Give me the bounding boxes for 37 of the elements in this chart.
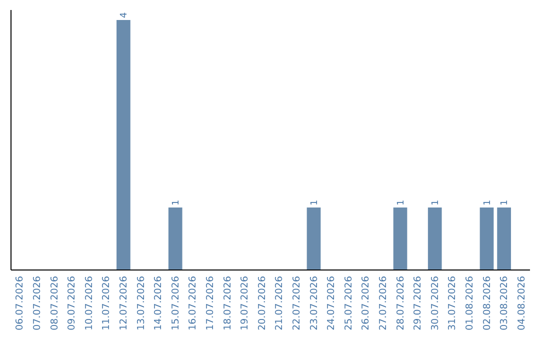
x-tick-label: 17.07.2026 — [204, 276, 216, 330]
x-tick-label: 16.07.2026 — [188, 276, 199, 330]
x-tick-label: 15.07.2026 — [170, 276, 182, 330]
x-tick-label: 03.08.2026 — [499, 276, 510, 330]
x-tick-label: 25.07.2026 — [343, 276, 354, 330]
data-label: 4 — [119, 12, 130, 18]
x-tick-label: 31.07.2026 — [447, 276, 458, 330]
x-tick-label: 13.07.2026 — [136, 276, 147, 330]
x-tick-label: 22.07.2026 — [291, 276, 302, 330]
x-tick-label: 28.07.2026 — [395, 276, 406, 330]
data-label: 1 — [482, 200, 493, 206]
x-tick-label: 02.08.2026 — [482, 276, 493, 330]
data-label: 1 — [171, 200, 182, 206]
x-tick-label: 21.07.2026 — [274, 276, 286, 330]
x-tick-label: 19.07.2026 — [240, 276, 251, 330]
x-tick-label: 08.07.2026 — [49, 276, 60, 330]
x-tick-label: 18.07.2026 — [222, 276, 234, 330]
data-label: 1 — [500, 200, 510, 206]
x-tick-label: 04.08.2026 — [516, 276, 528, 330]
data-label: 1 — [310, 200, 320, 206]
data-label: 1 — [396, 200, 406, 206]
x-tick-label: 26.07.2026 — [360, 276, 372, 330]
x-tick-label: 10.07.2026 — [84, 276, 95, 330]
x-tick-label: 09.07.2026 — [66, 276, 78, 330]
x-tick-label: 27.07.2026 — [378, 276, 389, 330]
x-tick-label: 29.07.2026 — [412, 276, 424, 330]
x-tick-label: 20.07.2026 — [256, 276, 268, 330]
x-tick-label: 01.08.2026 — [464, 276, 476, 330]
x-tick-label: 14.07.2026 — [153, 276, 164, 330]
x-tick-label: 23.07.2026 — [308, 276, 320, 330]
x-tick-label: 11.07.2026 — [101, 276, 112, 330]
x-tick-label: 30.07.2026 — [430, 276, 441, 330]
data-label: 1 — [430, 200, 441, 206]
x-tick-label: 06.07.2026 — [14, 276, 26, 330]
x-tick-label: 12.07.2026 — [118, 276, 130, 330]
x-tick-label: 07.07.2026 — [32, 276, 43, 330]
x-tick-label: 24.07.2026 — [326, 276, 338, 330]
